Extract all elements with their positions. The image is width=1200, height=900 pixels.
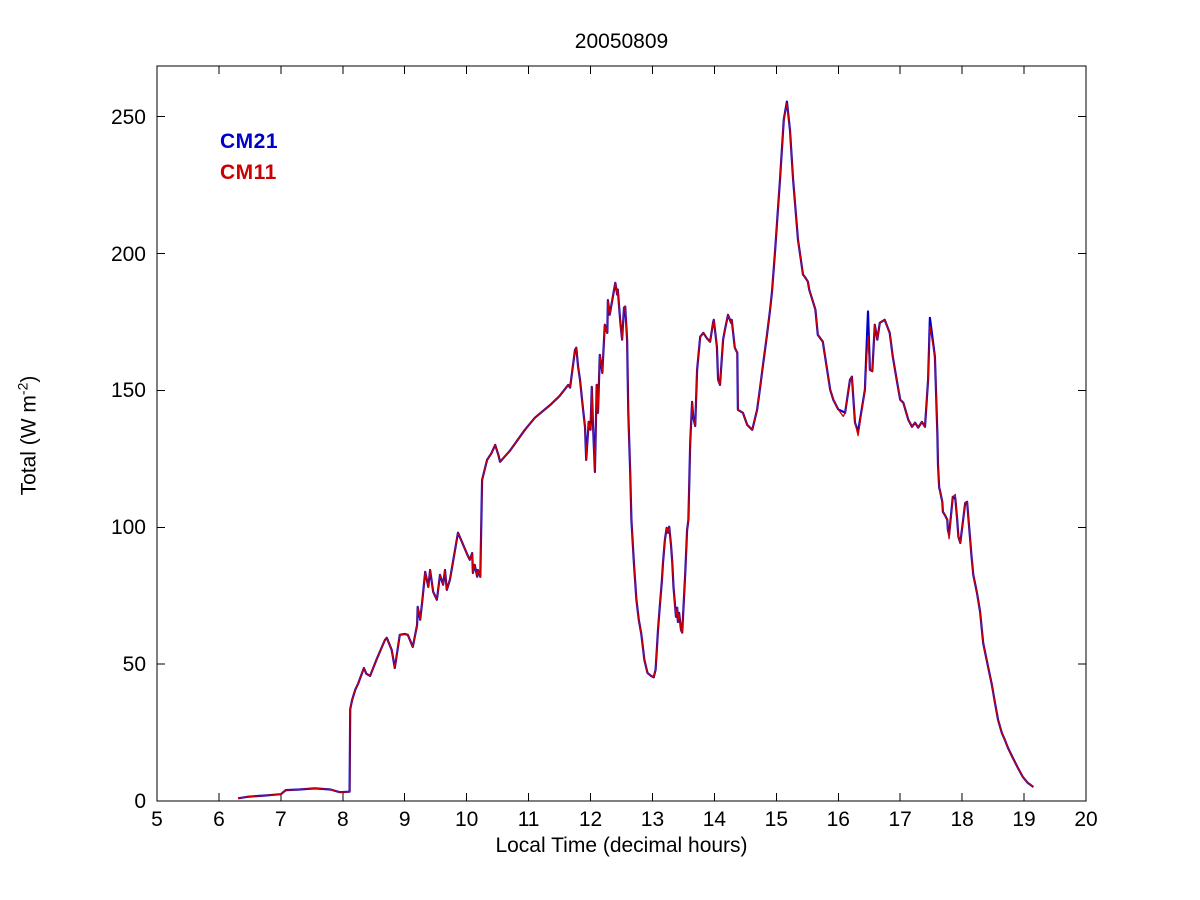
y-axis-label-superscript: -2 [14,382,31,396]
x-tick-label-17: 17 [888,808,912,831]
legend-entry-cm21: CM21 [220,130,279,153]
x-tick-label-19: 19 [1012,808,1036,831]
series-cm11-line [237,102,1034,799]
x-tick-label-10: 10 [454,808,479,831]
x-tick-label-8: 8 [336,808,349,831]
x-tick-label-14: 14 [702,808,727,831]
y-tick-label-150: 150 [110,379,146,403]
x-tick-label-12: 12 [578,808,603,831]
x-tick-label-18: 18 [950,808,974,831]
series-cm21-line [237,100,1035,800]
x-tick-label-16: 16 [826,808,850,831]
x-tick-label-9: 9 [398,808,411,831]
x-axis-label: Local Time (decimal hours) [495,834,748,857]
x-tick-label-20: 20 [1074,808,1098,831]
plot-area [156,65,1087,802]
x-tick-label-11: 11 [517,808,540,831]
x-tick-label-7: 7 [275,808,287,831]
y-tick-label-100: 100 [110,516,146,540]
y-axis-label-text: Total (W m [17,395,41,496]
chart-title: 20050809 [574,30,669,53]
x-tick-label-5: 5 [151,808,163,831]
y-tick-label-50: 50 [122,653,146,677]
y-tick-label-250: 250 [110,105,146,129]
y-axis-label: Total (W m-2) [15,286,42,586]
y-tick-label-200: 200 [110,242,146,266]
x-tick-label-13: 13 [640,808,665,831]
x-tick-label-15: 15 [764,808,788,831]
legend-entry-cm11: CM11 [220,161,277,184]
x-tick-label-6: 6 [213,808,225,831]
y-tick-label-0: 0 [134,790,146,813]
y-axis-label-suffix: ) [17,375,41,383]
